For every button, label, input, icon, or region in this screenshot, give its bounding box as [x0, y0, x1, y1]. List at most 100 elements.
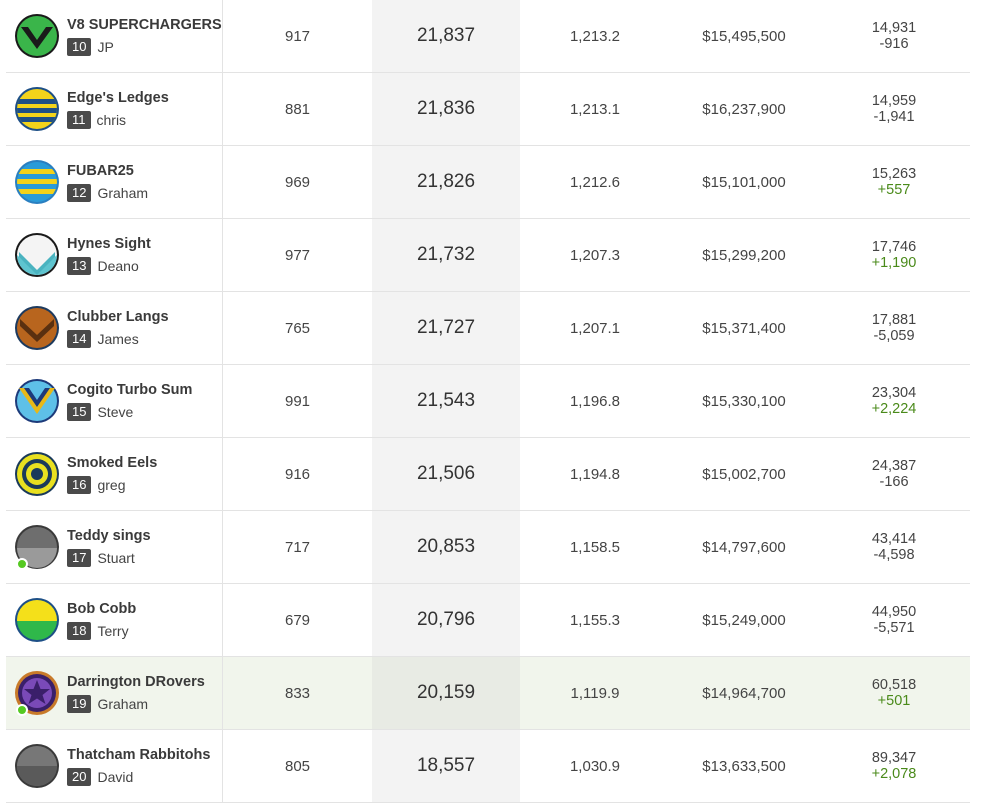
team-name[interactable]: Thatcham Rabbitohs	[67, 746, 211, 763]
team-name[interactable]: Edge's Ledges	[67, 89, 169, 106]
table-row[interactable]: Cogito Turbo Sum 15 Steve 991 21,543 1,1…	[6, 365, 970, 438]
average-score: 1,207.1	[569, 319, 621, 337]
owner-name: James	[97, 330, 139, 347]
owner-name: David	[97, 768, 134, 785]
team-cell[interactable]: V8 SUPERCHARGERS 10 JP	[6, 0, 223, 72]
rank-badge: 17	[67, 548, 92, 567]
games-value: 765	[284, 319, 311, 337]
team-value: $15,495,500	[702, 27, 786, 45]
overall-rank: 89,347	[871, 750, 917, 766]
table-row[interactable]: Hynes Sight 13 Deano 977 21,732 1,207.3 …	[6, 219, 970, 292]
team-avatar[interactable]	[14, 451, 60, 497]
rank-change: +2,224	[871, 401, 917, 417]
team-value: $14,964,700	[702, 684, 786, 702]
total-score: 21,836	[372, 73, 520, 145]
total-score: 21,732	[372, 219, 520, 291]
average-score: 1,155.3	[569, 611, 621, 629]
team-value: $15,002,700	[702, 465, 786, 483]
table-row[interactable]: Thatcham Rabbitohs 20 David 805 18,557 1…	[6, 730, 970, 803]
rank-badge: 10	[67, 37, 92, 56]
team-cell[interactable]: Darrington DRovers 19 Graham	[6, 657, 223, 729]
team-avatar[interactable]	[14, 743, 60, 789]
total-score: 21,543	[372, 365, 520, 437]
team-avatar[interactable]	[14, 159, 60, 205]
team-avatar[interactable]	[14, 86, 60, 132]
team-cell[interactable]: Cogito Turbo Sum 15 Steve	[6, 365, 223, 437]
team-name[interactable]: Darrington DRovers	[67, 673, 205, 690]
table-row[interactable]: Darrington DRovers 19 Graham 833 20,159 …	[6, 657, 970, 730]
average-score: 1,207.3	[569, 246, 621, 264]
team-cell[interactable]: Smoked Eels 16 greg	[6, 438, 223, 510]
owner-name: chris	[96, 111, 127, 128]
team-cell[interactable]: Clubber Langs 14 James	[6, 292, 223, 364]
rank-change: -166	[879, 474, 909, 490]
rank-change: +557	[877, 182, 911, 198]
table-row[interactable]: Smoked Eels 16 greg 916 21,506 1,194.8 $…	[6, 438, 970, 511]
team-cell[interactable]: Thatcham Rabbitohs 20 David	[6, 730, 223, 802]
overall-rank-cell: 17,881 -5,059	[818, 292, 970, 364]
games-value: 833	[284, 684, 311, 702]
team-name[interactable]: FUBAR25	[67, 162, 134, 179]
average-score: 1,213.1	[569, 100, 621, 118]
grey-split-ball-icon	[15, 744, 59, 788]
team-name[interactable]: Clubber Langs	[67, 308, 169, 325]
team-value: $16,237,900	[702, 100, 786, 118]
team-name[interactable]: Bob Cobb	[67, 600, 137, 617]
team-name[interactable]: Cogito Turbo Sum	[67, 381, 193, 398]
team-avatar[interactable]	[14, 670, 60, 716]
team-cell[interactable]: Hynes Sight 13 Deano	[6, 219, 223, 291]
owner-name: Graham	[97, 184, 149, 201]
yellow-green-ball-icon	[15, 598, 59, 642]
games-value: 679	[284, 611, 311, 629]
brown-chevron-icon	[15, 306, 59, 350]
overall-rank: 60,518	[871, 677, 917, 693]
team-cell[interactable]: Bob Cobb 18 Terry	[6, 584, 223, 656]
yellow-stripes-icon	[15, 87, 59, 131]
team-name[interactable]: Teddy sings	[67, 527, 151, 544]
team-avatar[interactable]	[14, 232, 60, 278]
team-avatar[interactable]	[14, 305, 60, 351]
team-cell[interactable]: FUBAR25 12 Graham	[6, 146, 223, 218]
rank-badge: 20	[67, 767, 92, 786]
rank-badge: 19	[67, 694, 92, 713]
target-rings-icon	[15, 452, 59, 496]
team-avatar[interactable]	[14, 13, 60, 59]
total-score: 21,837	[372, 0, 520, 72]
overall-rank: 14,959	[871, 93, 917, 109]
team-avatar[interactable]	[14, 597, 60, 643]
team-name[interactable]: V8 SUPERCHARGERS	[67, 16, 222, 33]
rank-change: +2,078	[871, 766, 917, 782]
total-score: 20,159	[372, 657, 520, 729]
blue-gold-chevron-icon	[15, 379, 59, 423]
team-name[interactable]: Smoked Eels	[67, 454, 158, 471]
average-score: 1,212.6	[569, 173, 621, 191]
average-score: 1,030.9	[569, 757, 621, 775]
table-row[interactable]: FUBAR25 12 Graham 969 21,826 1,212.6 $15…	[6, 146, 970, 219]
total-score: 20,853	[372, 511, 520, 583]
teal-vee-icon	[15, 233, 59, 277]
team-value: $13,633,500	[702, 757, 786, 775]
overall-rank: 44,950	[871, 604, 917, 620]
table-row[interactable]: Teddy sings 17 Stuart 717 20,853 1,158.5…	[6, 511, 970, 584]
overall-rank: 17,746	[871, 239, 917, 255]
team-cell[interactable]: Edge's Ledges 11 chris	[6, 73, 223, 145]
owner-name: Deano	[97, 257, 139, 274]
rank-badge: 16	[67, 475, 92, 494]
table-row[interactable]: V8 SUPERCHARGERS 10 JP 917 21,837 1,213.…	[6, 0, 970, 73]
green-chevron-icon	[15, 14, 59, 58]
blue-yellow-stripes-icon	[15, 160, 59, 204]
rank-badge: 18	[67, 621, 92, 640]
team-avatar[interactable]	[14, 378, 60, 424]
team-avatar[interactable]	[14, 524, 60, 570]
average-score: 1,158.5	[569, 538, 621, 556]
team-cell[interactable]: Teddy sings 17 Stuart	[6, 511, 223, 583]
online-indicator-icon	[16, 558, 28, 570]
rank-badge: 11	[67, 110, 91, 129]
table-row[interactable]: Bob Cobb 18 Terry 679 20,796 1,155.3 $15…	[6, 584, 970, 657]
overall-rank-cell: 17,746 +1,190	[818, 219, 970, 291]
overall-rank: 43,414	[871, 531, 917, 547]
team-name[interactable]: Hynes Sight	[67, 235, 151, 252]
table-row[interactable]: Clubber Langs 14 James 765 21,727 1,207.…	[6, 292, 970, 365]
rank-badge: 12	[67, 183, 92, 202]
table-row[interactable]: Edge's Ledges 11 chris 881 21,836 1,213.…	[6, 73, 970, 146]
